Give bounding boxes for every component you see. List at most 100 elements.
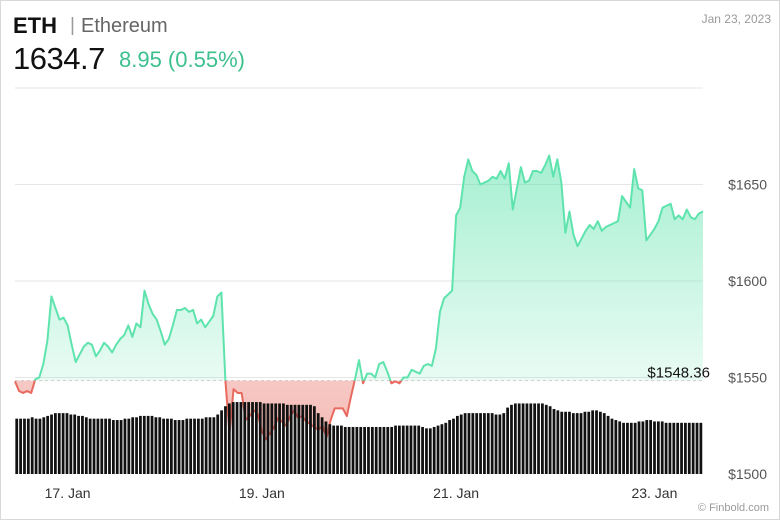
volume-bar	[544, 404, 548, 474]
volume-bar	[413, 425, 417, 474]
volume-bar	[641, 421, 645, 474]
volume-bar	[382, 426, 386, 474]
volume-bar	[139, 415, 142, 474]
volume-bar	[328, 424, 332, 474]
volume-bar	[158, 417, 162, 474]
volume-bar	[189, 418, 193, 474]
volume-bar	[459, 414, 463, 474]
volume-bar	[367, 426, 370, 474]
volume-bar	[154, 417, 158, 474]
price-change: 8.95 (0.55%)	[119, 47, 245, 72]
volume-bar	[680, 422, 683, 474]
volume-bar	[15, 418, 19, 474]
volume-bar	[498, 414, 502, 474]
volume-bar	[305, 404, 309, 474]
volume-bar	[598, 411, 602, 474]
volume-bar	[618, 421, 622, 474]
volume-bar	[235, 402, 239, 474]
volume-bar	[513, 403, 517, 474]
volume-bar	[351, 426, 355, 474]
volume-bar	[564, 411, 567, 474]
x-tick-label: 21. Jan	[433, 485, 479, 501]
volume-bar	[537, 403, 540, 474]
volume-bar	[162, 418, 165, 474]
volume-bar	[386, 426, 390, 474]
volume-bar	[579, 413, 583, 474]
volume-bar	[552, 408, 556, 474]
volume-bar	[270, 403, 274, 474]
volume-bar	[34, 418, 38, 474]
header-separator: |	[70, 15, 75, 36]
volume-bar	[343, 426, 347, 474]
volume-bar	[150, 415, 154, 474]
volume-bar	[452, 418, 455, 474]
volume-bar	[208, 417, 212, 474]
volume-bar	[108, 418, 111, 474]
volume-bar	[293, 404, 297, 474]
chart-date: Jan 23, 2023	[701, 12, 771, 26]
volume-bar	[127, 418, 131, 474]
volume-bar	[258, 402, 262, 474]
volume-bar	[169, 418, 173, 474]
volume-bar	[660, 421, 664, 474]
volume-bar	[220, 410, 223, 474]
baseline-label: $1548.36	[647, 365, 710, 382]
volume-bar	[54, 413, 57, 474]
volume-bar	[212, 417, 216, 474]
volume-bar	[84, 417, 88, 474]
y-tick-label: $1500	[728, 466, 767, 482]
volume-bar	[359, 426, 363, 474]
volume-bar	[541, 403, 544, 474]
volume-bar	[231, 402, 235, 474]
volume-bar	[42, 417, 46, 474]
y-tick-label: $1600	[728, 273, 767, 289]
volume-bar	[409, 425, 413, 474]
volume-bar	[486, 413, 490, 474]
volume-bar	[100, 418, 104, 474]
volume-bar	[200, 418, 204, 474]
volume-bar	[131, 417, 135, 474]
volume-bar	[533, 403, 537, 474]
volume-bar	[336, 425, 339, 474]
volume-bar	[146, 415, 150, 474]
volume-bar	[583, 411, 587, 474]
volume-bar	[525, 403, 529, 474]
volume-bar	[185, 418, 189, 474]
volume-bar	[676, 422, 680, 474]
volume-bar	[653, 421, 656, 474]
volume-bar	[502, 413, 506, 474]
volume-bar	[699, 422, 703, 474]
volume-bar	[568, 411, 571, 474]
volume-bar	[370, 426, 374, 474]
volume-bar	[629, 422, 633, 474]
source-credit: © Finbold.com	[697, 502, 769, 514]
asset-name: Ethereum	[81, 15, 168, 37]
volume-bar	[274, 403, 278, 474]
volume-bar	[77, 415, 80, 474]
volume-bar	[69, 414, 73, 474]
price-line-up	[33, 154, 704, 381]
volume-bar	[471, 413, 475, 474]
volume-bar	[664, 422, 668, 474]
volume-bar	[96, 418, 100, 474]
volume-bar	[560, 411, 564, 474]
volume-bar	[595, 410, 598, 474]
volume-bar	[390, 426, 394, 474]
volume-bar	[19, 418, 22, 474]
volume-bar	[510, 404, 513, 474]
volume-bar	[448, 420, 452, 474]
volume-bar	[444, 422, 448, 474]
volume-bar	[320, 417, 324, 474]
volume-bar	[571, 413, 575, 474]
volume-bar	[289, 404, 293, 474]
volume-bar	[111, 420, 115, 474]
volume-bar	[494, 414, 498, 474]
volume-bar	[61, 413, 65, 474]
volume-bar	[425, 428, 428, 474]
volume-bar	[610, 418, 614, 474]
volume-bar	[401, 425, 405, 474]
volume-bar	[417, 425, 421, 474]
volume-bar	[262, 403, 266, 474]
